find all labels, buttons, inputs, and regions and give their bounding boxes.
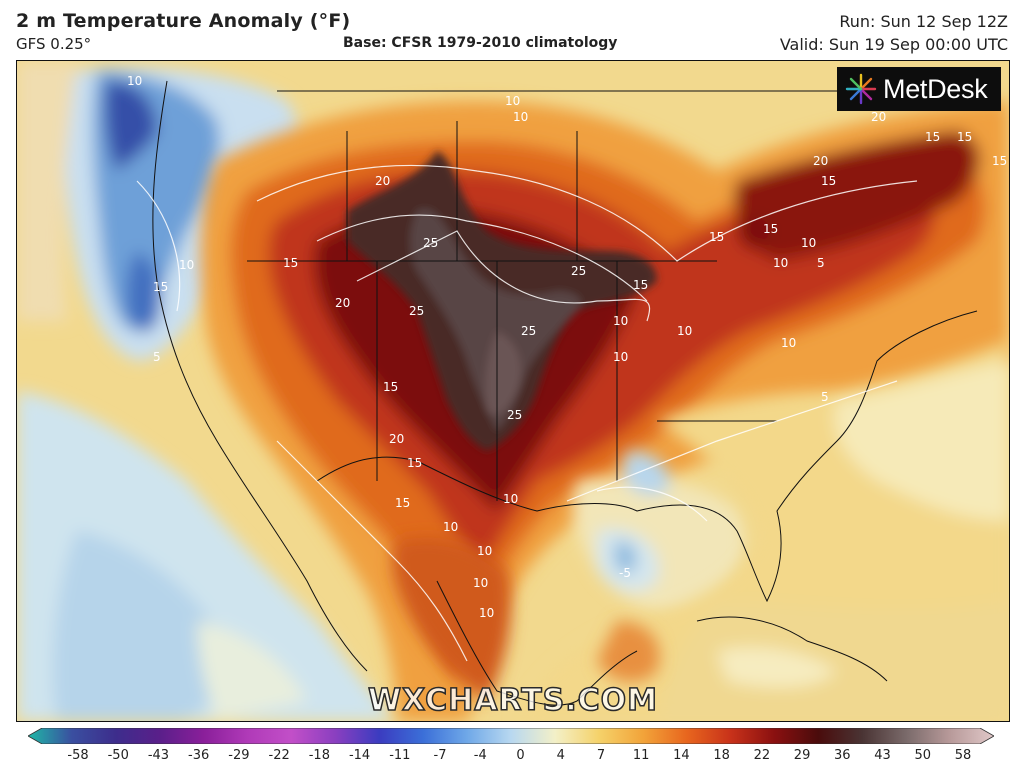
colorbar-tick-label: -4 <box>473 748 487 763</box>
contour-label: 15 <box>383 380 398 394</box>
contour-label: 10 <box>473 576 488 590</box>
metdesk-logo-text: MetDesk <box>883 73 988 104</box>
contour-label: 10 <box>677 324 692 338</box>
contour-label: 10 <box>179 258 194 272</box>
contour-label: 25 <box>571 264 586 278</box>
contour-label: 15 <box>925 130 940 144</box>
contour-label: 20 <box>375 174 390 188</box>
colorbar-tick-label: -18 <box>308 748 330 763</box>
colorbar-tick-label: 11 <box>632 748 650 763</box>
colorbar-ramp <box>28 728 994 744</box>
contour-label: 10 <box>505 94 520 108</box>
colorbar-tick-label: -29 <box>228 748 250 763</box>
contour-label: 10 <box>613 314 628 328</box>
contour-label: 20 <box>871 110 886 124</box>
colorbar-tick-label: -43 <box>147 748 170 763</box>
contour-label: 10 <box>127 74 142 88</box>
mexico-field <box>392 537 660 701</box>
contour-label: 15 <box>153 280 168 294</box>
contour-label: 10 <box>503 492 518 506</box>
contour-label: 15 <box>283 256 298 270</box>
colorbar-labels: -58 -50 -43 -36 -29 -22 -18 -14 -11 -7 -4 0 4 7 11 14 18… <box>28 748 994 768</box>
contour-label: 10 <box>773 256 788 270</box>
contour-label: 15 <box>763 222 778 236</box>
colorbar-tick-label: -36 <box>188 748 210 763</box>
colorbar-tick-label: -14 <box>348 748 371 763</box>
colorbar-tick-label: 7 <box>596 748 606 763</box>
contour-label: 10 <box>781 336 796 350</box>
contour-label: 15 <box>407 456 422 470</box>
contour-label: 15 <box>633 278 648 292</box>
contour-label: 20 <box>813 154 828 168</box>
wxcharts-watermark: WXCHARTS.COM <box>367 682 659 719</box>
contour-label: 20 <box>335 296 350 310</box>
contour-label: 15 <box>395 496 410 510</box>
colorbar-tick-label: 18 <box>713 748 730 763</box>
chart-title: 2 m Temperature Anomaly (°F) <box>16 10 351 32</box>
colorbar-tick-label: 36 <box>834 748 851 763</box>
gulf-cool <box>573 451 745 614</box>
contour-label: 25 <box>423 236 438 250</box>
contour-label: 10 <box>479 606 494 620</box>
colorbar-tick-label: 43 <box>874 748 891 763</box>
colorbar-tick-label: 14 <box>673 748 690 763</box>
contour-label: 25 <box>409 304 424 318</box>
contour-label: 10 <box>801 236 816 250</box>
colorbar-tick-label: -50 <box>107 748 129 763</box>
run-time: Run: Sun 12 Sep 12Z <box>839 12 1008 31</box>
model-label: GFS 0.25° <box>16 35 92 53</box>
contour-label: 25 <box>521 324 536 338</box>
contour-label: 5 <box>821 390 829 404</box>
colorbar-tick-label: -11 <box>389 748 411 763</box>
colorbar-tick-label: -7 <box>433 748 447 763</box>
metdesk-logo: MetDesk <box>837 67 1001 111</box>
colorbar-tick-label: -22 <box>268 748 290 763</box>
contour-label: 15 <box>709 230 724 244</box>
colorbar-tick-label: 29 <box>793 748 811 763</box>
contour-label: -5 <box>619 566 631 580</box>
contour-label: 20 <box>389 432 404 446</box>
colorbar-tick-label: 50 <box>914 748 932 763</box>
climatology-base: Base: CFSR 1979-2010 climatology <box>343 35 618 51</box>
contour-label: 5 <box>153 350 161 364</box>
contour-label: 10 <box>513 110 528 124</box>
anomaly-map: 20 15 15 15 20 15 10 10 15 10 15 5 10 5 … <box>16 60 1010 722</box>
contour-label: 15 <box>821 174 836 188</box>
colorbar-tick-label: 0 <box>516 748 525 763</box>
contour-label: 10 <box>613 350 628 364</box>
colorbar-tick-label: -58 <box>67 748 89 763</box>
contour-label-group: 20 15 15 15 20 15 10 10 15 10 15 5 10 5 … <box>127 74 1007 620</box>
contour-label: 15 <box>957 130 972 144</box>
contour-label: 10 <box>443 520 458 534</box>
pacific-anomaly <box>17 391 397 721</box>
contour-label: 25 <box>507 408 522 422</box>
contour-label: 10 <box>477 544 492 558</box>
contour-label: 5 <box>817 256 825 270</box>
valid-time: Valid: Sun 19 Sep 00:00 UTC <box>779 35 1008 54</box>
contour-label: 15 <box>992 154 1007 168</box>
colorbar-tick-label: 58 <box>954 748 972 763</box>
metdesk-logo-icon <box>845 73 877 105</box>
colorbar-tick-label: 4 <box>556 748 565 763</box>
colorbar-tick-label: 22 <box>753 748 771 763</box>
central-core <box>347 151 657 451</box>
contour-lines <box>136 164 918 662</box>
map-svg: 20 15 15 15 20 15 10 10 15 10 15 5 10 5 … <box>17 61 1009 721</box>
colorbar <box>28 728 994 744</box>
